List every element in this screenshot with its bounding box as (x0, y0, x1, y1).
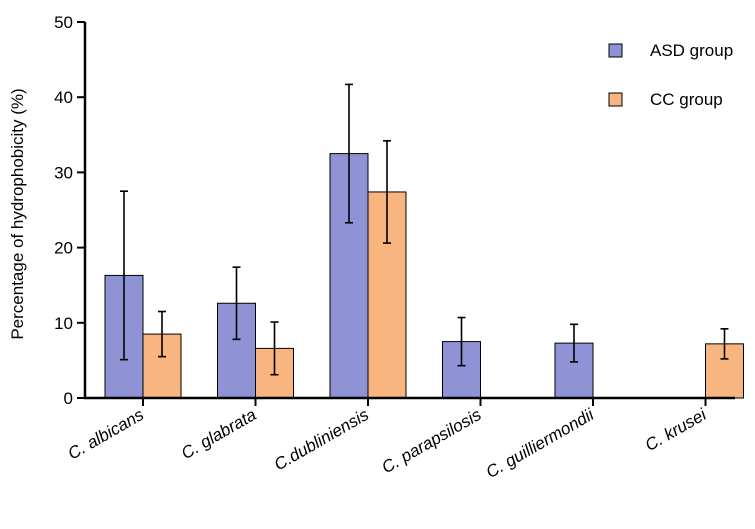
y-tick-label: 40 (54, 88, 73, 107)
legend-label: ASD group (650, 41, 733, 60)
y-tick-label: 0 (64, 389, 73, 408)
x-category-label: C.dubliniensis (271, 405, 373, 475)
legend-swatch (608, 92, 623, 107)
legend-swatch (608, 43, 623, 58)
x-category-label: C. krusei (642, 404, 711, 455)
legend-label: CC group (650, 90, 723, 109)
y-tick-label: 10 (54, 314, 73, 333)
y-tick-label: 50 (54, 13, 73, 32)
y-axis-title: Percentage of hydrophobicity (%) (8, 88, 27, 339)
bars-layer (104, 153, 744, 399)
error-bars-layer (120, 83, 729, 376)
x-category-label: C. guilliermondii (483, 404, 598, 482)
bar-asd-group-3 (442, 341, 481, 399)
legend: ASD group CC group (608, 41, 733, 109)
y-tick-label: 30 (54, 163, 73, 182)
y-tick-label: 20 (54, 239, 73, 258)
x-category-label: C. glabrata (178, 405, 260, 463)
x-category-label: C. albicans (65, 405, 148, 464)
x-category-label: C. parapsilosis (378, 405, 484, 477)
